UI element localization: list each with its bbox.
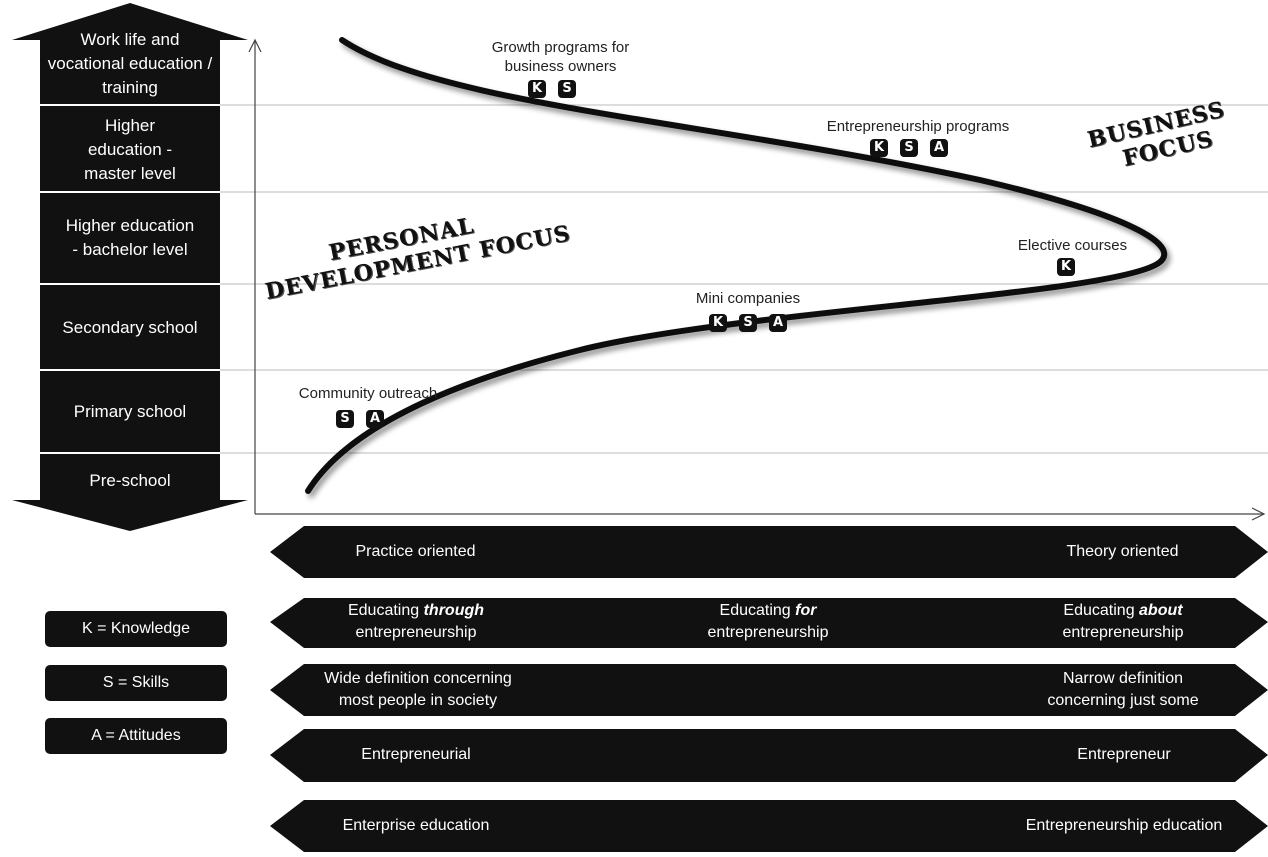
level-preschool: Pre-school (40, 458, 220, 504)
annotation-elective-courses: Elective courses (1000, 236, 1145, 255)
badge-knowledge: K (1057, 258, 1075, 276)
level-secondary: Secondary school (40, 288, 220, 368)
annotation-growth-badges: K S (528, 80, 576, 98)
band-theory-oriented: Theory oriented (1040, 541, 1205, 563)
level-bachelor: Higher education - bachelor level (40, 196, 220, 280)
band-practice-oriented: Practice oriented (318, 541, 513, 563)
wide-definition-line1: Wide definition concerning (296, 668, 540, 690)
badge-attitudes: A (769, 314, 787, 332)
level-work-life: Work life and vocational education / tra… (40, 28, 220, 100)
badge-knowledge: K (870, 139, 888, 157)
level-master: Higher education - master level (40, 110, 220, 190)
educating-about-em: about (1139, 602, 1183, 619)
band-entrepreneurship-education: Entrepreneurship education (1000, 815, 1248, 837)
annotation-community-badges: S A (336, 410, 384, 428)
badge-knowledge: K (528, 80, 546, 98)
annotation-mini-companies: Mini companies (680, 289, 816, 308)
educating-through-em: through (424, 602, 484, 619)
band-wide-definition: Wide definition concerning most people i… (296, 668, 540, 712)
badge-attitudes: A (930, 139, 948, 157)
band-educating-for: Educating for entrepreneurship (660, 600, 876, 644)
educating-through-post: entrepreneurship (316, 622, 516, 644)
band-narrow-definition: Narrow definition concerning just some (1025, 668, 1221, 712)
legend-attitudes: A = Attitudes (45, 718, 227, 754)
annotation-entrepreneurship-badges: K S A (870, 139, 948, 157)
annotation-entrepreneurship-programs: Entrepreneurship programs (800, 117, 1036, 136)
educating-for-post: entrepreneurship (660, 622, 876, 644)
educating-through-pre: Educating (348, 602, 424, 619)
educating-about-post: entrepreneurship (1030, 622, 1216, 644)
band-enterprise-education: Enterprise education (316, 815, 516, 837)
band-educating-about: Educating about entrepreneurship (1030, 600, 1216, 644)
legend-knowledge: K = Knowledge (45, 611, 227, 647)
badge-attitudes: A (366, 410, 384, 428)
educating-for-em: for (795, 602, 816, 619)
educating-about-pre: Educating (1063, 602, 1139, 619)
legend-skills: S = Skills (45, 665, 227, 701)
educating-for-pre: Educating (720, 602, 796, 619)
wide-definition-line2: most people in society (296, 690, 540, 712)
annotation-growth-programs: Growth programs for business owners (478, 38, 643, 76)
narrow-definition-line2: concerning just some (1025, 690, 1221, 712)
band-educating-through: Educating through entrepreneurship (316, 600, 516, 644)
annotation-mini-badges: K S A (709, 314, 787, 332)
badge-skills: S (558, 80, 576, 98)
band-entrepreneurial: Entrepreneurial (326, 744, 506, 766)
annotation-elective-badges: K (1057, 258, 1075, 276)
annotation-community-outreach: Community outreach (278, 384, 458, 403)
band-entrepreneur: Entrepreneur (1048, 744, 1200, 766)
level-primary: Primary school (40, 372, 220, 452)
narrow-definition-line1: Narrow definition (1025, 668, 1221, 690)
badge-skills: S (900, 139, 918, 157)
badge-skills: S (336, 410, 354, 428)
badge-skills: S (739, 314, 757, 332)
badge-knowledge: K (709, 314, 727, 332)
